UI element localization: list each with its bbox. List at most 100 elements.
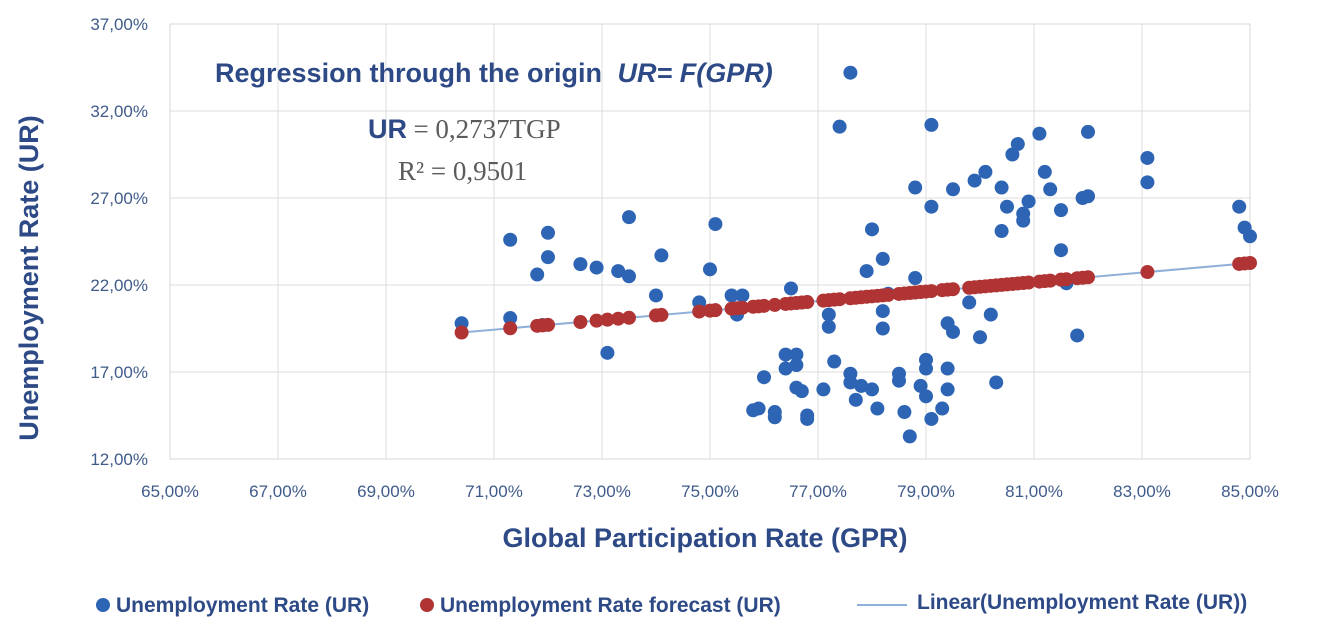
actual-point <box>935 401 950 416</box>
actual-point <box>908 271 923 286</box>
legend-label-actual: Unemployment Rate (UR) <box>116 594 369 617</box>
x-tick-label: 71,00% <box>465 482 523 501</box>
forecast-point <box>654 307 669 322</box>
y-axis-label: Unemployment Rate (UR) <box>14 115 44 441</box>
x-tick-label: 85,00% <box>1221 482 1279 501</box>
legend-marker-actual <box>96 598 110 612</box>
forecast-point <box>881 287 896 302</box>
actual-point <box>875 321 890 336</box>
actual-point <box>919 361 933 376</box>
forecast-point <box>735 300 750 315</box>
actual-point <box>908 180 923 195</box>
actual-point <box>1243 229 1257 244</box>
actual-point <box>600 345 615 360</box>
forecast-point <box>692 304 707 319</box>
actual-point <box>622 269 636 284</box>
forecast-point <box>1043 273 1058 288</box>
x-tick-label: 81,00% <box>1005 482 1063 501</box>
actual-point <box>1140 150 1155 165</box>
actual-point <box>865 382 879 397</box>
actual-point <box>940 382 955 397</box>
actual-point <box>967 173 982 188</box>
actual-point <box>940 361 955 376</box>
actual-point <box>816 382 831 397</box>
actual-point <box>794 384 809 399</box>
legend-label-trendline: Linear(Unemployment Rate (UR)) <box>917 591 1247 614</box>
actual-point <box>1021 194 1036 209</box>
forecast-point <box>708 303 723 318</box>
chart-title-text: Regression through the origin <box>215 58 602 88</box>
forecast-point <box>589 313 604 328</box>
actual-point <box>821 307 836 322</box>
actual-point <box>649 288 663 303</box>
actual-point <box>767 405 782 420</box>
forecast-point <box>757 298 771 313</box>
actual-point <box>589 260 604 275</box>
actual-point <box>654 248 669 263</box>
legend-label-forecast: Unemployment Rate forecast (UR) <box>440 594 781 617</box>
forecast-point <box>600 312 615 327</box>
forecast-point <box>611 311 626 326</box>
actual-point <box>1081 189 1095 204</box>
forecast-point <box>800 295 815 310</box>
actual-point <box>1043 182 1058 197</box>
actual-point <box>724 288 739 303</box>
x-tick-label: 79,00% <box>897 482 955 501</box>
y-tick-label: 27,00% <box>90 189 148 208</box>
actual-point <box>778 347 793 362</box>
actual-point <box>778 361 793 376</box>
actual-point <box>1140 175 1155 190</box>
x-tick-label: 77,00% <box>789 482 847 501</box>
actual-point <box>821 319 836 334</box>
actual-point <box>875 304 890 319</box>
actual-point <box>843 375 858 390</box>
actual-point <box>946 182 960 197</box>
actual-point <box>854 378 869 393</box>
actual-point <box>827 354 842 369</box>
actual-point <box>1010 137 1025 152</box>
actual-point <box>875 251 890 266</box>
actual-point <box>946 324 960 339</box>
x-tick-label: 65,00% <box>141 482 199 501</box>
y-tick-label: 17,00% <box>90 363 148 382</box>
actual-point <box>503 232 518 247</box>
actual-point <box>832 119 847 134</box>
forecast-point <box>1059 272 1074 287</box>
forecast-point <box>622 310 636 325</box>
actual-point <box>994 180 1009 195</box>
legend: Unemployment Rate (UR) Unemployment Rate… <box>96 591 1247 617</box>
equation-label: UR <box>368 114 407 144</box>
forecast-point <box>832 292 847 307</box>
forecast-point <box>946 282 960 297</box>
actual-point <box>784 281 798 296</box>
actual-point <box>735 288 750 303</box>
actual-point <box>530 267 545 282</box>
forecast-point <box>767 297 782 312</box>
actual-point <box>897 405 912 420</box>
actual-point <box>865 222 879 237</box>
actual-point <box>913 378 928 393</box>
actual-point <box>789 358 804 373</box>
actual-point <box>892 373 906 388</box>
actual-point <box>1000 199 1014 214</box>
y-axis-tick-labels: 12,00% 17,00% 22,00% 27,00% 32,00% 37,00% <box>90 15 148 469</box>
actual-point <box>541 250 555 265</box>
actual-point <box>708 217 723 232</box>
actual-point <box>843 65 858 80</box>
forecast-points-layer <box>454 255 1257 340</box>
actual-point <box>503 311 518 326</box>
forecast-point <box>573 315 588 330</box>
actual-point <box>983 307 998 322</box>
x-tick-label: 73,00% <box>573 482 631 501</box>
x-tick-label: 69,00% <box>357 482 415 501</box>
actual-point <box>1037 164 1052 179</box>
equation-value: = 0,2737TGP <box>413 114 560 144</box>
actual-points-layer <box>454 65 1257 444</box>
actual-point <box>870 401 885 416</box>
actual-point <box>751 401 766 416</box>
y-tick-label: 37,00% <box>90 15 148 34</box>
actual-point <box>789 347 804 362</box>
actual-point <box>1232 199 1247 214</box>
chart-title: Regression through the origin UR= F(GPR) <box>215 58 773 88</box>
actual-point <box>1016 213 1031 228</box>
